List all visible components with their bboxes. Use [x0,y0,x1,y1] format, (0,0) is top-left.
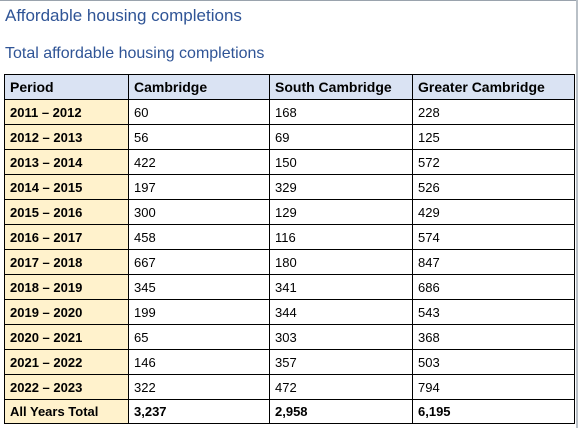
table-row: 2017 – 2018 667 180 847 [4,249,575,275]
cell-cambridge: 146 [128,349,270,375]
total-greater-cambridge: 6,195 [412,399,575,424]
table-row: 2018 – 2019 345 341 686 [4,274,575,300]
cell-south-cambridge: 357 [269,349,413,375]
cell-south-cambridge: 129 [269,199,413,225]
total-south-cambridge: 2,958 [269,399,413,424]
cell-greater-cambridge: 125 [412,124,575,150]
header-south-cambridge: South Cambridge [269,74,413,100]
table-row: 2015 – 2016 300 129 429 [4,199,575,225]
cell-south-cambridge: 329 [269,174,413,200]
table-row: 2019 – 2020 199 344 543 [4,299,575,325]
table-row: 2016 – 2017 458 116 574 [4,224,575,250]
table-row: 2021 – 2022 146 357 503 [4,349,575,375]
cell-cambridge: 197 [128,174,270,200]
header-period: Period [4,74,129,100]
table-row: 2013 – 2014 422 150 572 [4,149,575,175]
row-period: 2014 – 2015 [4,174,129,200]
header-cambridge: Cambridge [128,74,270,100]
cell-cambridge: 458 [128,224,270,250]
row-period: 2013 – 2014 [4,149,129,175]
cell-greater-cambridge: 574 [412,224,575,250]
cell-cambridge: 65 [128,324,270,350]
table-row: 2012 – 2013 56 69 125 [4,124,575,150]
page-heading: Affordable housing completions [5,6,242,25]
cell-cambridge: 422 [128,149,270,175]
top-divider [0,0,578,1]
cell-south-cambridge: 180 [269,249,413,275]
total-row: All Years Total 3,237 2,958 6,195 [4,399,575,424]
cell-south-cambridge: 303 [269,324,413,350]
cell-greater-cambridge: 429 [412,199,575,225]
table-header-row: Period Cambridge South Cambridge Greater… [4,74,575,100]
right-edge-scrollbar [576,0,578,428]
cell-greater-cambridge: 228 [412,99,575,125]
cell-south-cambridge: 116 [269,224,413,250]
total-label: All Years Total [4,399,129,424]
cell-cambridge: 322 [128,374,270,400]
header-greater-cambridge: Greater Cambridge [412,74,575,100]
completions-table: Period Cambridge South Cambridge Greater… [4,74,575,424]
cell-cambridge: 345 [128,274,270,300]
table-row: 2020 – 2021 65 303 368 [4,324,575,350]
cell-cambridge: 60 [128,99,270,125]
cell-cambridge: 667 [128,249,270,275]
cell-south-cambridge: 150 [269,149,413,175]
cell-greater-cambridge: 543 [412,299,575,325]
total-cambridge: 3,237 [128,399,270,424]
cell-south-cambridge: 344 [269,299,413,325]
cell-cambridge: 300 [128,199,270,225]
cell-greater-cambridge: 686 [412,274,575,300]
cell-greater-cambridge: 572 [412,149,575,175]
cell-greater-cambridge: 847 [412,249,575,275]
row-period: 2021 – 2022 [4,349,129,375]
row-period: 2017 – 2018 [4,249,129,275]
table-row: 2022 – 2023 322 472 794 [4,374,575,400]
cell-greater-cambridge: 503 [412,349,575,375]
cell-south-cambridge: 472 [269,374,413,400]
row-period: 2018 – 2019 [4,274,129,300]
table-row: 2011 – 2012 60 168 228 [4,99,575,125]
cell-greater-cambridge: 368 [412,324,575,350]
cell-cambridge: 199 [128,299,270,325]
cell-cambridge: 56 [128,124,270,150]
row-period: 2022 – 2023 [4,374,129,400]
cell-south-cambridge: 69 [269,124,413,150]
table-caption: Total affordable housing completions [5,45,265,62]
row-period: 2015 – 2016 [4,199,129,225]
table-row: 2014 – 2015 197 329 526 [4,174,575,200]
row-period: 2011 – 2012 [4,99,129,125]
row-period: 2012 – 2013 [4,124,129,150]
row-period: 2020 – 2021 [4,324,129,350]
row-period: 2019 – 2020 [4,299,129,325]
row-period: 2016 – 2017 [4,224,129,250]
cell-south-cambridge: 341 [269,274,413,300]
cell-greater-cambridge: 794 [412,374,575,400]
cell-south-cambridge: 168 [269,99,413,125]
cell-greater-cambridge: 526 [412,174,575,200]
